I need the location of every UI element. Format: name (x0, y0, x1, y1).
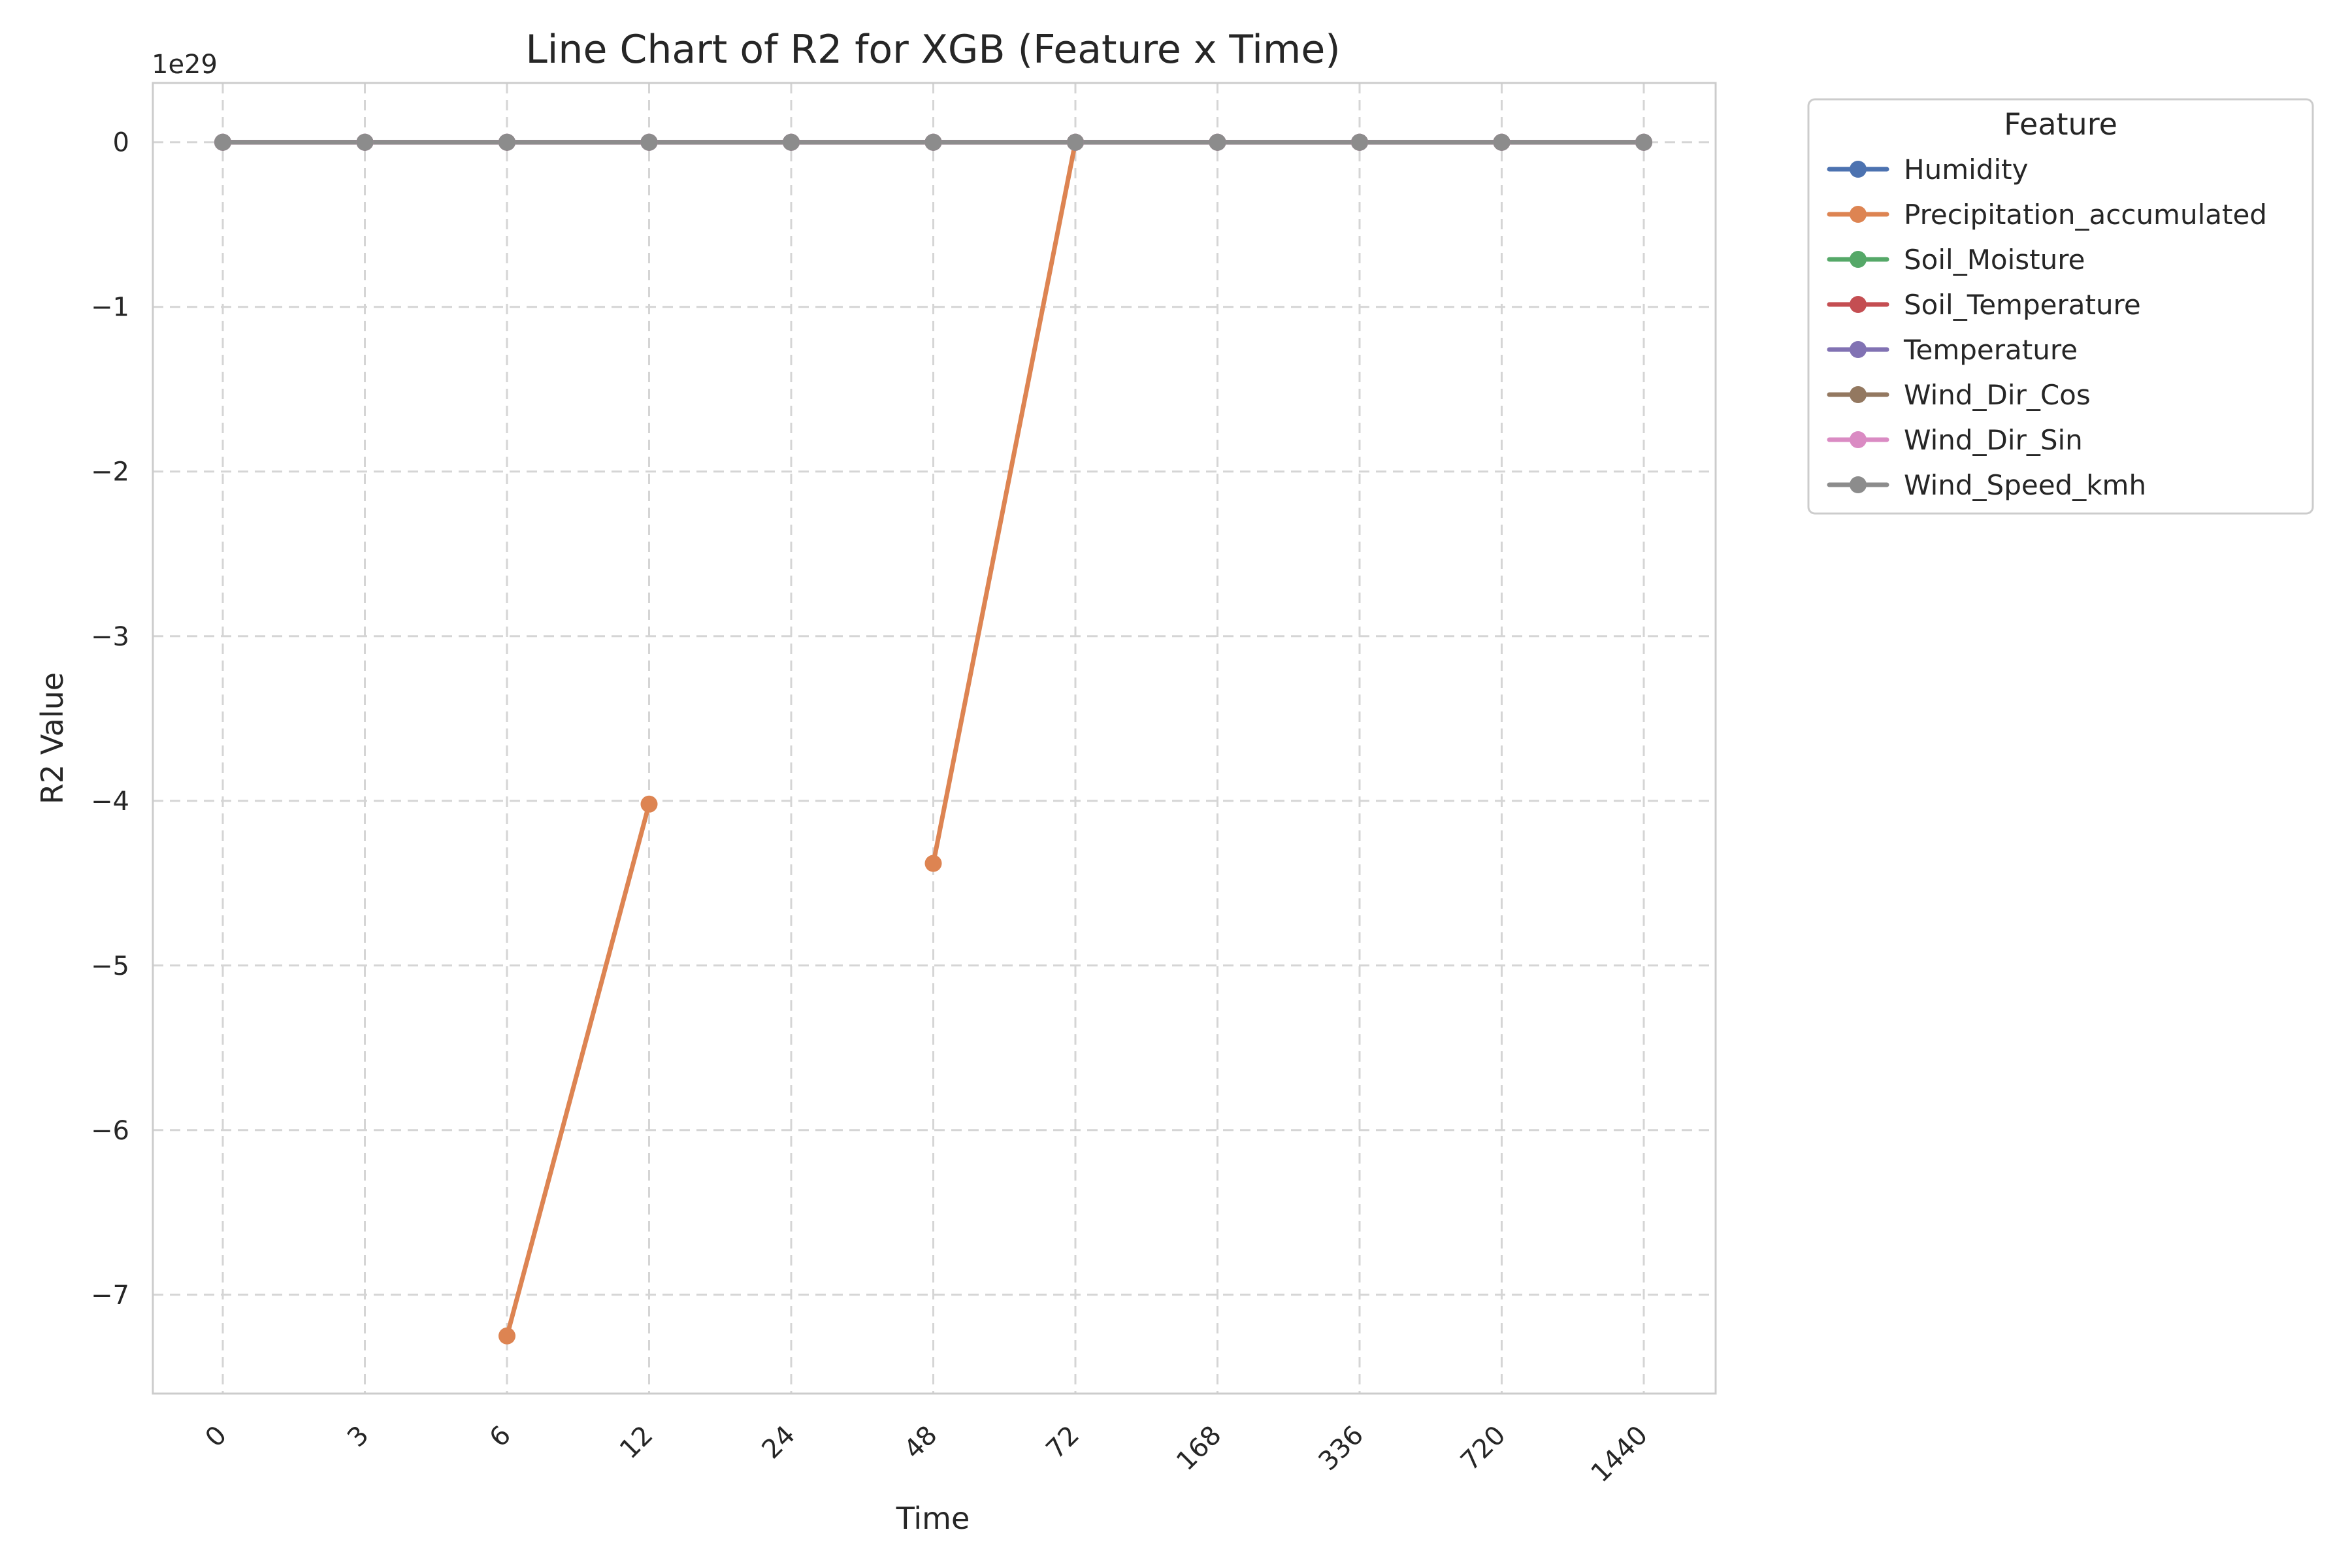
legend-swatch-marker-precipitation-accumulated (1850, 206, 1867, 223)
legend-label-temperature: Temperature (1903, 334, 2078, 366)
x-tick-label-720: 720 (1455, 1420, 1512, 1477)
legend-title: Feature (2004, 106, 2117, 142)
y-tick-label-0: 0 (113, 128, 129, 158)
x-tick-label-336: 336 (1313, 1420, 1370, 1477)
y-tick-label-6: −6 (91, 1116, 129, 1146)
point-precipitation-accumulated-6 (498, 1327, 515, 1345)
x-tick-label-168: 168 (1171, 1420, 1228, 1477)
x-axis-label: Time (896, 1501, 970, 1536)
legend-items: Humidity Precipitation_accumulated Soil_Mo… (1827, 154, 2267, 501)
y-offset-label: 1e29 (152, 50, 218, 80)
y-tick-label-5: −5 (91, 951, 129, 981)
point-wind-speed-kmh-48 (924, 133, 942, 151)
legend-label-soil-moisture: Soil_Moisture (1904, 244, 2085, 276)
point-wind-speed-kmh-720 (1493, 133, 1511, 151)
point-wind-speed-kmh-3 (356, 133, 374, 151)
y-tick-label-2: −2 (91, 457, 129, 487)
x-tick-label-12: 12 (614, 1420, 659, 1465)
x-tick-label-1440: 1440 (1586, 1420, 1654, 1489)
grid-lines (153, 83, 1716, 1394)
plot-frame (152, 82, 1717, 1395)
chart-title: Line Chart of R2 for XGB (Feature x Time… (525, 27, 1340, 73)
point-wind-speed-kmh-72 (1067, 133, 1084, 151)
x-tick-label-0: 0 (200, 1420, 233, 1454)
legend-swatch-marker-soil-temperature (1850, 296, 1867, 313)
legend-swatch-marker-temperature (1850, 341, 1867, 358)
point-wind-speed-kmh-1440 (1635, 133, 1652, 151)
series-line-precipitation-accumulated-1 (931, 140, 1078, 866)
x-tick-label-24: 24 (757, 1420, 802, 1465)
series-markers (214, 133, 1652, 1345)
legend-swatch-marker-soil-moisture (1850, 251, 1867, 268)
y-tick-label-7: −7 (91, 1281, 129, 1311)
legend: Feature Humidity Precipitation_accumulate… (1807, 98, 2314, 515)
legend-label-wind-speed-kmh: Wind_Speed_kmh (1904, 469, 2146, 501)
legend-frame (1807, 98, 2314, 515)
legend-swatch-marker-wind-speed-kmh (1850, 476, 1867, 493)
series-line-precipitation-accumulated-0 (504, 802, 651, 1339)
x-tick-label-72: 72 (1041, 1420, 1086, 1465)
x-tick-label-48: 48 (898, 1420, 943, 1465)
legend-label-wind-dir-cos: Wind_Dir_Cos (1904, 379, 2091, 411)
point-wind-speed-kmh-6 (498, 133, 515, 151)
y-tick-label-1: −1 (91, 293, 129, 323)
point-wind-speed-kmh-12 (640, 133, 658, 151)
point-wind-speed-kmh-0 (214, 133, 231, 151)
legend-label-soil-temperature: Soil_Temperature (1904, 289, 2141, 321)
y-tick-label-4: −4 (91, 787, 129, 817)
legend-swatch-marker-wind-dir-cos (1850, 386, 1867, 403)
y-axis-ticks: 0 −1 −2 −3 −4 −5 −6 −7 (91, 128, 129, 1311)
y-tick-label-3: −3 (91, 622, 129, 652)
x-tick-label-3: 3 (342, 1420, 375, 1454)
x-axis-ticks: 0 3 6 12 24 48 72 168 336 720 1440 (200, 1420, 1654, 1489)
point-precipitation-accumulated-48 (924, 855, 942, 872)
point-wind-speed-kmh-24 (783, 133, 800, 151)
legend-swatch-marker-humidity (1850, 161, 1867, 178)
legend-label-precipitation-accumulated: Precipitation_accumulated (1904, 199, 2267, 231)
point-wind-speed-kmh-336 (1351, 133, 1368, 151)
point-wind-speed-kmh-168 (1209, 133, 1226, 151)
legend-label-humidity: Humidity (1904, 154, 2028, 186)
y-axis-label: R2 Value (35, 672, 70, 804)
legend-label-wind-dir-sin: Wind_Dir_Sin (1904, 424, 2083, 456)
x-tick-label-6: 6 (484, 1420, 517, 1454)
point-precipitation-accumulated-12 (640, 795, 658, 813)
legend-swatch-marker-wind-dir-sin (1850, 431, 1867, 448)
